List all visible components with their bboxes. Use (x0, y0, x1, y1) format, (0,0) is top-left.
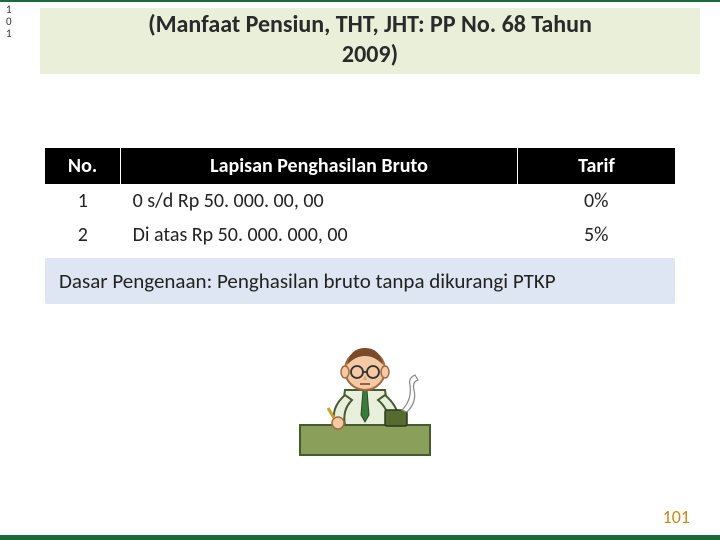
dasar-pengenaan-box: Dasar Pengenaan: Penghasilan bruto tanpa… (45, 258, 675, 304)
title-line-1: (Manfaat Pensiun, THT, JHT: PP No. 68 Ta… (148, 10, 592, 39)
page-number: 101 (663, 506, 690, 528)
clerk-icon (290, 330, 440, 460)
table-row: 2 Di atas Rp 50. 000. 000, 00 5% (45, 218, 675, 252)
table-header-row: No. Lapisan Penghasilan Bruto Tarif (45, 148, 675, 184)
dasar-text: Dasar Pengenaan: Penghasilan bruto tanpa… (59, 268, 556, 294)
cell-no: 2 (45, 218, 121, 252)
col-header-tarif: Tarif (517, 148, 675, 184)
cell-tarif: 0% (517, 184, 675, 218)
tarif-table-wrap: No. Lapisan Penghasilan Bruto Tarif 1 0 … (45, 148, 675, 252)
table-row: 1 0 s/d Rp 50. 000. 00, 00 0% (45, 184, 675, 218)
cell-lapisan: Di atas Rp 50. 000. 000, 00 (121, 218, 518, 252)
side-num-3: 1 (6, 28, 12, 40)
bottom-stripe (0, 535, 720, 540)
title-line-2: 2009) (342, 40, 398, 69)
clerk-illustration (290, 330, 440, 460)
side-numbers: 1 0 1 (6, 4, 12, 40)
col-header-no: No. (45, 148, 121, 184)
cell-no: 1 (45, 184, 121, 218)
cell-lapisan: 0 s/d Rp 50. 000. 00, 00 (121, 184, 518, 218)
cell-tarif: 5% (517, 218, 675, 252)
tarif-table: No. Lapisan Penghasilan Bruto Tarif 1 0 … (45, 148, 675, 252)
title-band: (Manfaat Pensiun, THT, JHT: PP No. 68 Ta… (40, 8, 700, 74)
col-header-lapisan: Lapisan Penghasilan Bruto (121, 148, 518, 184)
top-stripe (0, 0, 720, 2)
page-title: (Manfaat Pensiun, THT, JHT: PP No. 68 Ta… (50, 10, 690, 70)
